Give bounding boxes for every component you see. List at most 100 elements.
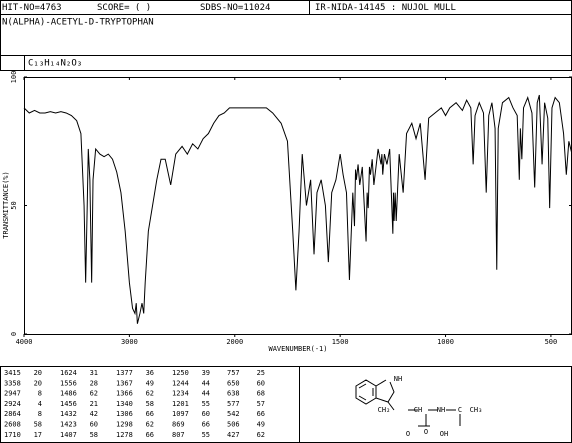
- peak-transmittance: 20: [34, 369, 42, 377]
- peak-wavenumber: 1423: [60, 421, 77, 429]
- y-tick-label: 0: [10, 332, 18, 336]
- peak-transmittance: 66: [146, 431, 154, 439]
- peak-transmittance: 8: [38, 410, 42, 418]
- peak-wavenumber: 1710: [4, 431, 21, 439]
- x-tick-label: 4000: [16, 338, 33, 346]
- x-tick-label: 1000: [437, 338, 454, 346]
- peak-transmittance: 62: [90, 390, 98, 398]
- peak-wavenumber: 757: [227, 369, 240, 377]
- peak-wavenumber: 1367: [116, 379, 133, 387]
- peak-wavenumber: 1234: [172, 390, 189, 398]
- peak-transmittance: 49: [257, 421, 265, 429]
- peak-transmittance: 60: [90, 421, 98, 429]
- peak-wavenumber: 1244: [172, 379, 189, 387]
- peak-transmittance: 36: [146, 369, 154, 377]
- peak-wavenumber: 542: [227, 410, 240, 418]
- x-tick-label: 1500: [332, 338, 349, 346]
- peak-transmittance: 8: [38, 390, 42, 398]
- compound-name: N(ALPHA)-ACETYL-D-TRYPTOPHAN: [2, 18, 154, 28]
- peak-transmittance: 55: [202, 431, 210, 439]
- peak-wavenumber: 1556: [60, 379, 77, 387]
- score: SCORE= ( ): [97, 3, 151, 13]
- x-tick-label: 500: [545, 338, 558, 346]
- peak-wavenumber: 1340: [116, 400, 133, 408]
- atom-label: NH: [394, 375, 402, 383]
- peak-wavenumber: 807: [172, 431, 185, 439]
- hit-no: HIT-NO=4763: [2, 3, 62, 13]
- peak-transmittance: 58: [34, 421, 42, 429]
- peak-wavenumber: 1097: [172, 410, 189, 418]
- peak-transmittance: 4: [38, 400, 42, 408]
- peak-wavenumber: 1407: [60, 431, 77, 439]
- y-tick-label: 100: [10, 71, 18, 84]
- formula: C₁₃H₁₄N₂O₃: [28, 59, 82, 69]
- peak-transmittance: 21: [90, 400, 98, 408]
- structure-box: [299, 366, 572, 443]
- plot-frame: [24, 77, 572, 335]
- peak-wavenumber: 1201: [172, 400, 189, 408]
- peak-wavenumber: 2864: [4, 410, 21, 418]
- peak-wavenumber: 1377: [116, 369, 133, 377]
- peak-wavenumber: 650: [227, 379, 240, 387]
- peak-transmittance: 39: [202, 369, 210, 377]
- peak-wavenumber: 869: [172, 421, 185, 429]
- peak-wavenumber: 1250: [172, 369, 189, 377]
- peak-transmittance: 62: [146, 421, 154, 429]
- peak-transmittance: 66: [257, 410, 265, 418]
- peak-transmittance: 42: [90, 410, 98, 418]
- peak-wavenumber: 506: [227, 421, 240, 429]
- peak-wavenumber: 3358: [4, 379, 21, 387]
- peak-transmittance: 60: [257, 379, 265, 387]
- peak-transmittance: 20: [34, 379, 42, 387]
- peak-transmittance: 62: [257, 431, 265, 439]
- atom-label: CH₂: [378, 406, 391, 414]
- peak-wavenumber: 2608: [4, 421, 21, 429]
- peak-transmittance: 60: [202, 410, 210, 418]
- peak-wavenumber: 2924: [4, 400, 21, 408]
- structure: [355, 379, 461, 427]
- peak-transmittance: 58: [146, 400, 154, 408]
- atom-label: C: [458, 406, 462, 414]
- atom-label: CH: [414, 406, 422, 414]
- benzene-ring: [355, 379, 377, 405]
- atom-label: OH: [440, 430, 448, 438]
- peak-wavenumber: 2947: [4, 390, 21, 398]
- peak-wavenumber: 1456: [60, 400, 77, 408]
- peak-transmittance: 25: [257, 369, 265, 377]
- y-axis-label: TRANSMITTANCE(%): [2, 171, 10, 238]
- peak-transmittance: 62: [146, 390, 154, 398]
- peak-transmittance: 55: [202, 400, 210, 408]
- peak-transmittance: 57: [257, 400, 265, 408]
- peak-wavenumber: 577: [227, 400, 240, 408]
- atom-label: O: [406, 430, 410, 438]
- x-tick-label: 3000: [121, 338, 138, 346]
- peak-wavenumber: 1624: [60, 369, 77, 377]
- header-box: [0, 0, 572, 71]
- peak-wavenumber: 1298: [116, 421, 133, 429]
- peak-transmittance: 58: [90, 431, 98, 439]
- sdbs-no: SDBS-NO=11024: [200, 3, 270, 13]
- peak-transmittance: 68: [257, 390, 265, 398]
- peak-wavenumber: 1278: [116, 431, 133, 439]
- peak-wavenumber: 3415: [4, 369, 21, 377]
- x-axis-label: WAVENUMBER(-1): [268, 345, 327, 353]
- peak-transmittance: 49: [146, 379, 154, 387]
- peak-wavenumber: 638: [227, 390, 240, 398]
- y-tick-label: 50: [10, 201, 18, 209]
- peak-transmittance: 31: [90, 369, 98, 377]
- peak-transmittance: 17: [34, 431, 42, 439]
- peak-wavenumber: 1306: [116, 410, 133, 418]
- peak-transmittance: 44: [202, 390, 210, 398]
- peak-wavenumber: 1486: [60, 390, 77, 398]
- x-tick-label: 2000: [226, 338, 243, 346]
- peak-transmittance: 66: [146, 410, 154, 418]
- spectrum-line: [23, 94, 572, 324]
- peak-wavenumber: 1432: [60, 410, 77, 418]
- atom-label: O: [424, 428, 428, 436]
- peak-transmittance: 44: [202, 379, 210, 387]
- pyrrole-ring: [375, 379, 395, 403]
- method: IR-NIDA-14145 : NUJOL MULL: [315, 3, 456, 13]
- peak-wavenumber: 1366: [116, 390, 133, 398]
- peak-transmittance: 66: [202, 421, 210, 429]
